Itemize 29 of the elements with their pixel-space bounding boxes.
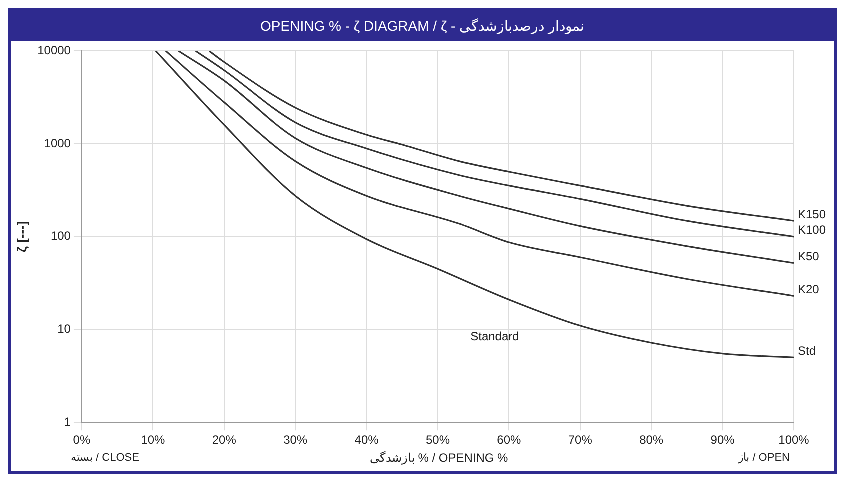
line-series xyxy=(165,51,794,297)
series-label: K150 xyxy=(798,207,826,222)
series-label: K20 xyxy=(798,282,820,296)
line-series xyxy=(155,51,794,358)
x-tick-label: 50% xyxy=(426,433,450,448)
text: بسته / CLOSE xyxy=(71,451,140,465)
x-axis-title: بازشدگی % / OPENING % xyxy=(370,451,508,465)
x-tick-label: 100% xyxy=(778,433,810,448)
series-label: K100 xyxy=(798,223,826,238)
x-tick-label: 40% xyxy=(354,433,380,448)
x-tick-label: 10% xyxy=(141,433,166,448)
y-tick-label: 10000 xyxy=(38,44,72,58)
x-tick-label: 30% xyxy=(284,433,308,448)
y-tick-label: 10 xyxy=(58,322,72,336)
y-tick-label: 1 xyxy=(64,414,72,429)
y-tick-label: 1000 xyxy=(44,136,72,150)
series-label: Std xyxy=(798,344,816,358)
text: باز / OPEN xyxy=(738,451,790,465)
y-tick-label: 100 xyxy=(50,229,72,244)
x-tick-label: 80% xyxy=(640,433,664,448)
series-label: K50 xyxy=(798,250,820,264)
x-tick-label: 90% xyxy=(710,433,736,448)
x-tick-label: 60% xyxy=(497,433,522,448)
y-axis-title: ζ [---] xyxy=(14,221,30,253)
x-tick-label: 0% xyxy=(73,433,91,448)
chart-title: OPENING % - ζ DIAGRAM / ζ - نمودار درصدبازشدگی xyxy=(11,11,834,41)
x-tick-label: 70% xyxy=(568,433,593,448)
x-tick-label: 20% xyxy=(212,433,237,448)
annotation: Standard xyxy=(470,329,520,344)
